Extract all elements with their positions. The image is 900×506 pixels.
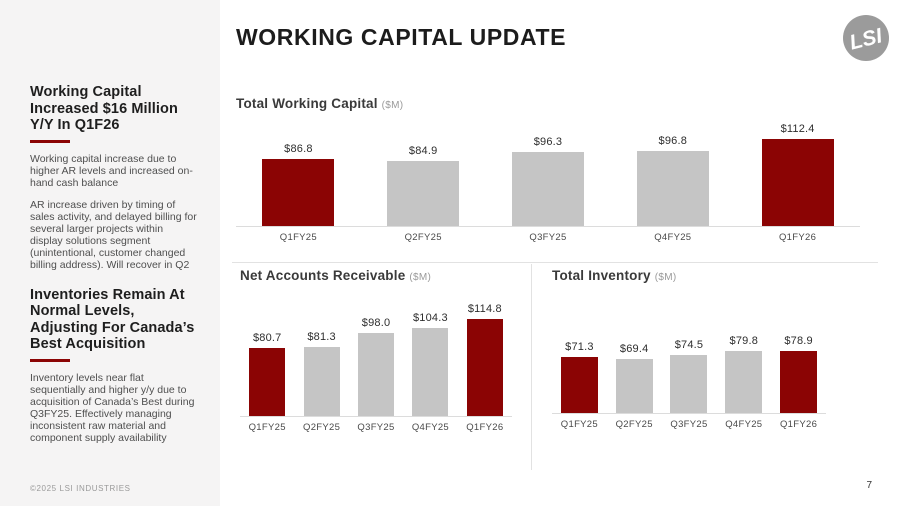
bar-value-label: $98.0 bbox=[361, 317, 391, 329]
bar-column: $78.9 bbox=[771, 292, 826, 413]
bar-value-label: $84.9 bbox=[408, 145, 438, 157]
chart-title: Total Inventory ($M) bbox=[552, 268, 826, 286]
bar-value-label: $96.8 bbox=[658, 135, 688, 147]
bar-category-label: Q1FY26 bbox=[779, 419, 818, 430]
category-axis: Q1FY25 Q2FY25 Q3FY25 Q4FY25 Q1FY26 bbox=[236, 227, 860, 243]
bar bbox=[412, 328, 449, 416]
bar bbox=[725, 351, 763, 413]
bar-value-label: $79.8 bbox=[729, 335, 759, 347]
bar-column: $104.3 bbox=[403, 292, 457, 416]
bar-column: $84.9 bbox=[361, 120, 486, 226]
chart-title-text: Total Working Capital bbox=[236, 96, 378, 111]
copyright-text: ©2025 LSI INDUSTRIES bbox=[30, 484, 131, 493]
bar-category-label: Q2FY25 bbox=[615, 419, 653, 430]
bar-category-label: Q4FY25 bbox=[725, 419, 763, 430]
bar-category-label: Q2FY25 bbox=[303, 422, 341, 433]
bar bbox=[761, 139, 834, 226]
bar-column: $69.4 bbox=[607, 292, 662, 413]
horizontal-divider bbox=[232, 262, 878, 263]
bar bbox=[303, 347, 340, 416]
bar bbox=[262, 159, 335, 226]
lsi-logo-icon: LSI bbox=[843, 15, 889, 61]
category-axis: Q1FY25 Q2FY25 Q3FY25 Q4FY25 Q1FY26 bbox=[240, 417, 512, 433]
sidebar-heading-working-capital: Working Capital Increased $16 Million Y/… bbox=[30, 84, 178, 133]
bar-column: $112.4 bbox=[735, 120, 860, 226]
bar-column: $80.7 bbox=[240, 292, 294, 416]
bar-category-label: Q1FY25 bbox=[279, 232, 317, 243]
sidebar-paragraph: Working capital increase due to higher A… bbox=[30, 152, 193, 189]
accent-rule bbox=[30, 358, 70, 362]
bar bbox=[249, 348, 286, 416]
bar-plot: $86.8 $84.9 $96.3 $96.8 $112.4 bbox=[236, 120, 860, 227]
bar-value-label: $78.9 bbox=[784, 335, 813, 347]
bar-column: $98.0 bbox=[349, 292, 403, 416]
chart-title-text: Net Accounts Receivable bbox=[240, 268, 406, 283]
sidebar-paragraph: Inventory levels near flat sequentially … bbox=[30, 371, 195, 444]
bar bbox=[615, 359, 653, 413]
bar bbox=[780, 351, 818, 413]
bar-category-label: Q1FY26 bbox=[778, 232, 817, 243]
chart-title: Total Working Capital ($M) bbox=[236, 96, 860, 114]
chart-net-accounts-receivable: Net Accounts Receivable ($M) $80.7 $81.3 $… bbox=[240, 268, 512, 433]
lsi-logo: LSI bbox=[842, 14, 890, 62]
bar-column: $114.8 bbox=[458, 292, 512, 416]
chart-title: Net Accounts Receivable ($M) bbox=[240, 268, 512, 286]
bar-category-label: Q4FY25 bbox=[411, 422, 450, 433]
bar bbox=[670, 355, 708, 413]
bar bbox=[511, 152, 584, 226]
bar-column: $96.3 bbox=[486, 120, 611, 226]
bar-value-label: $74.5 bbox=[674, 339, 704, 351]
accent-rule bbox=[30, 139, 70, 143]
sidebar-heading-inventories: Inventories Remain At Normal Levels, Adj… bbox=[30, 286, 195, 353]
bar-value-label: $81.3 bbox=[307, 331, 336, 343]
sidebar: Working Capital Increased $16 Million Y/… bbox=[0, 0, 220, 506]
bar bbox=[387, 161, 460, 226]
sidebar-paragraph: AR increase driven by timing of sales ac… bbox=[30, 198, 197, 271]
chart-unit-label: ($M) bbox=[381, 100, 404, 111]
bar-column: $81.3 bbox=[294, 292, 348, 416]
sidebar-content: Working Capital Increased $16 Million Y/… bbox=[0, 0, 220, 444]
bar-category-label: Q3FY25 bbox=[357, 422, 395, 433]
bar-value-label: $80.7 bbox=[252, 332, 282, 344]
bar-plot: $71.3 $69.4 $74.5 $79.8 $78.9 bbox=[552, 292, 826, 414]
bar-category-label: Q1FY25 bbox=[248, 422, 286, 433]
bar-value-label: $86.8 bbox=[284, 143, 313, 155]
bar-category-label: Q2FY25 bbox=[404, 232, 442, 243]
page-number: 7 bbox=[866, 480, 872, 491]
bar bbox=[358, 333, 395, 416]
category-axis: Q1FY25 Q2FY25 Q3FY25 Q4FY25 Q1FY26 bbox=[552, 414, 826, 430]
bar-value-label: $69.4 bbox=[619, 343, 649, 355]
bar-column: $71.3 bbox=[552, 292, 607, 413]
bar-value-label: $104.3 bbox=[412, 312, 448, 324]
bar-category-label: Q1FY25 bbox=[560, 419, 598, 430]
bar-column: $96.8 bbox=[610, 120, 735, 226]
chart-total-inventory: Total Inventory ($M) $71.3 $69.4 $74.5 $79.… bbox=[552, 268, 826, 430]
bar-column: $74.5 bbox=[662, 292, 717, 413]
bar-value-label: $112.4 bbox=[780, 123, 815, 135]
bar bbox=[636, 151, 709, 226]
bar-column: $86.8 bbox=[236, 120, 361, 226]
bar-category-label: Q4FY25 bbox=[654, 232, 692, 243]
bar-category-label: Q3FY25 bbox=[529, 232, 567, 243]
page-title: WORKING CAPITAL UPDATE bbox=[236, 24, 567, 50]
bar-column: $79.8 bbox=[716, 292, 771, 413]
sidebar-section-inventories: Inventories Remain At Normal Levels, Adj… bbox=[30, 287, 198, 444]
bar-plot: $80.7 $81.3 $98.0 $104.3 $114.8 bbox=[240, 292, 512, 417]
bar-value-label: $114.8 bbox=[467, 303, 502, 315]
bar-value-label: $71.3 bbox=[565, 341, 594, 353]
chart-unit-label: ($M) bbox=[409, 272, 432, 283]
bar-category-label: Q1FY26 bbox=[466, 422, 504, 433]
bar-value-label: $96.3 bbox=[533, 136, 563, 148]
chart-title-text: Total Inventory bbox=[552, 268, 651, 283]
bar bbox=[560, 357, 598, 413]
vertical-divider bbox=[531, 264, 532, 470]
chart-total-working-capital: Total Working Capital ($M) $86.8 $84.9 $96… bbox=[236, 96, 860, 243]
bar bbox=[466, 319, 503, 416]
chart-unit-label: ($M) bbox=[654, 272, 677, 283]
bar-category-label: Q3FY25 bbox=[670, 419, 708, 430]
